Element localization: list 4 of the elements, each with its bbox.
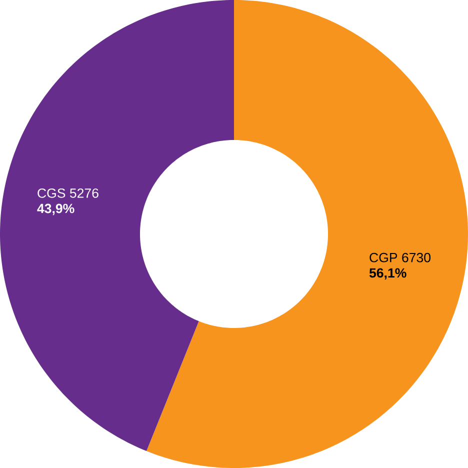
slice-label: CGS 5276 (38, 188, 98, 198)
slice-label: CGP 6730 (370, 252, 430, 262)
data-label: 56,1% (369, 268, 406, 280)
data-label: 43,9% (37, 204, 74, 216)
